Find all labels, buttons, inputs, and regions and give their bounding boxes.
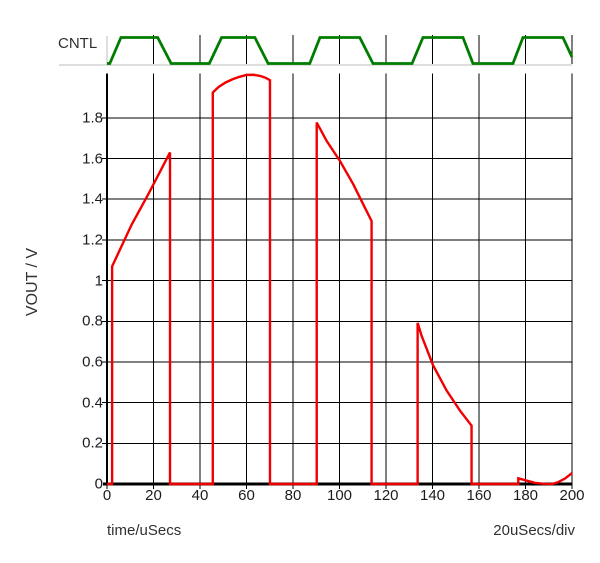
x-scale-note: 20uSecs/div bbox=[493, 522, 575, 539]
y-tick-label: 0.4 bbox=[82, 394, 103, 412]
x-tick-label: 140 bbox=[419, 487, 446, 504]
cntl-trace bbox=[107, 36, 574, 65]
x-tick-label: 0 bbox=[102, 487, 112, 504]
x-tick-label: 40 bbox=[191, 487, 209, 504]
y-tick-label: 0.8 bbox=[82, 312, 103, 330]
y-tick-label: 0.2 bbox=[82, 434, 103, 452]
x-tick-label: 20 bbox=[145, 487, 162, 504]
y-tick-label: 1.8 bbox=[82, 109, 103, 127]
x-tick-label: 160 bbox=[466, 487, 492, 504]
y-tick-label: 1.2 bbox=[82, 231, 103, 249]
x-tick-label: 80 bbox=[284, 487, 302, 504]
x-tick-label: 60 bbox=[238, 487, 255, 504]
y-axis-title: VOUT / V bbox=[24, 247, 41, 317]
cntl-trace-label: CNTL bbox=[58, 35, 98, 52]
x-tick-label: 200 bbox=[559, 487, 585, 504]
y-tick-label: 1 bbox=[94, 272, 103, 290]
x-axis-title: time/uSecs bbox=[107, 522, 182, 539]
x-tick-label: 180 bbox=[512, 487, 539, 504]
x-tick-label: 120 bbox=[373, 487, 399, 504]
y-tick-label: 1.6 bbox=[82, 150, 103, 168]
x-tick-label: 100 bbox=[326, 487, 353, 504]
y-tick-label: 1.4 bbox=[82, 190, 103, 208]
y-tick-label: 0 bbox=[94, 475, 103, 493]
vout-trace bbox=[107, 73, 573, 486]
y-tick-label: 0.6 bbox=[82, 353, 103, 371]
